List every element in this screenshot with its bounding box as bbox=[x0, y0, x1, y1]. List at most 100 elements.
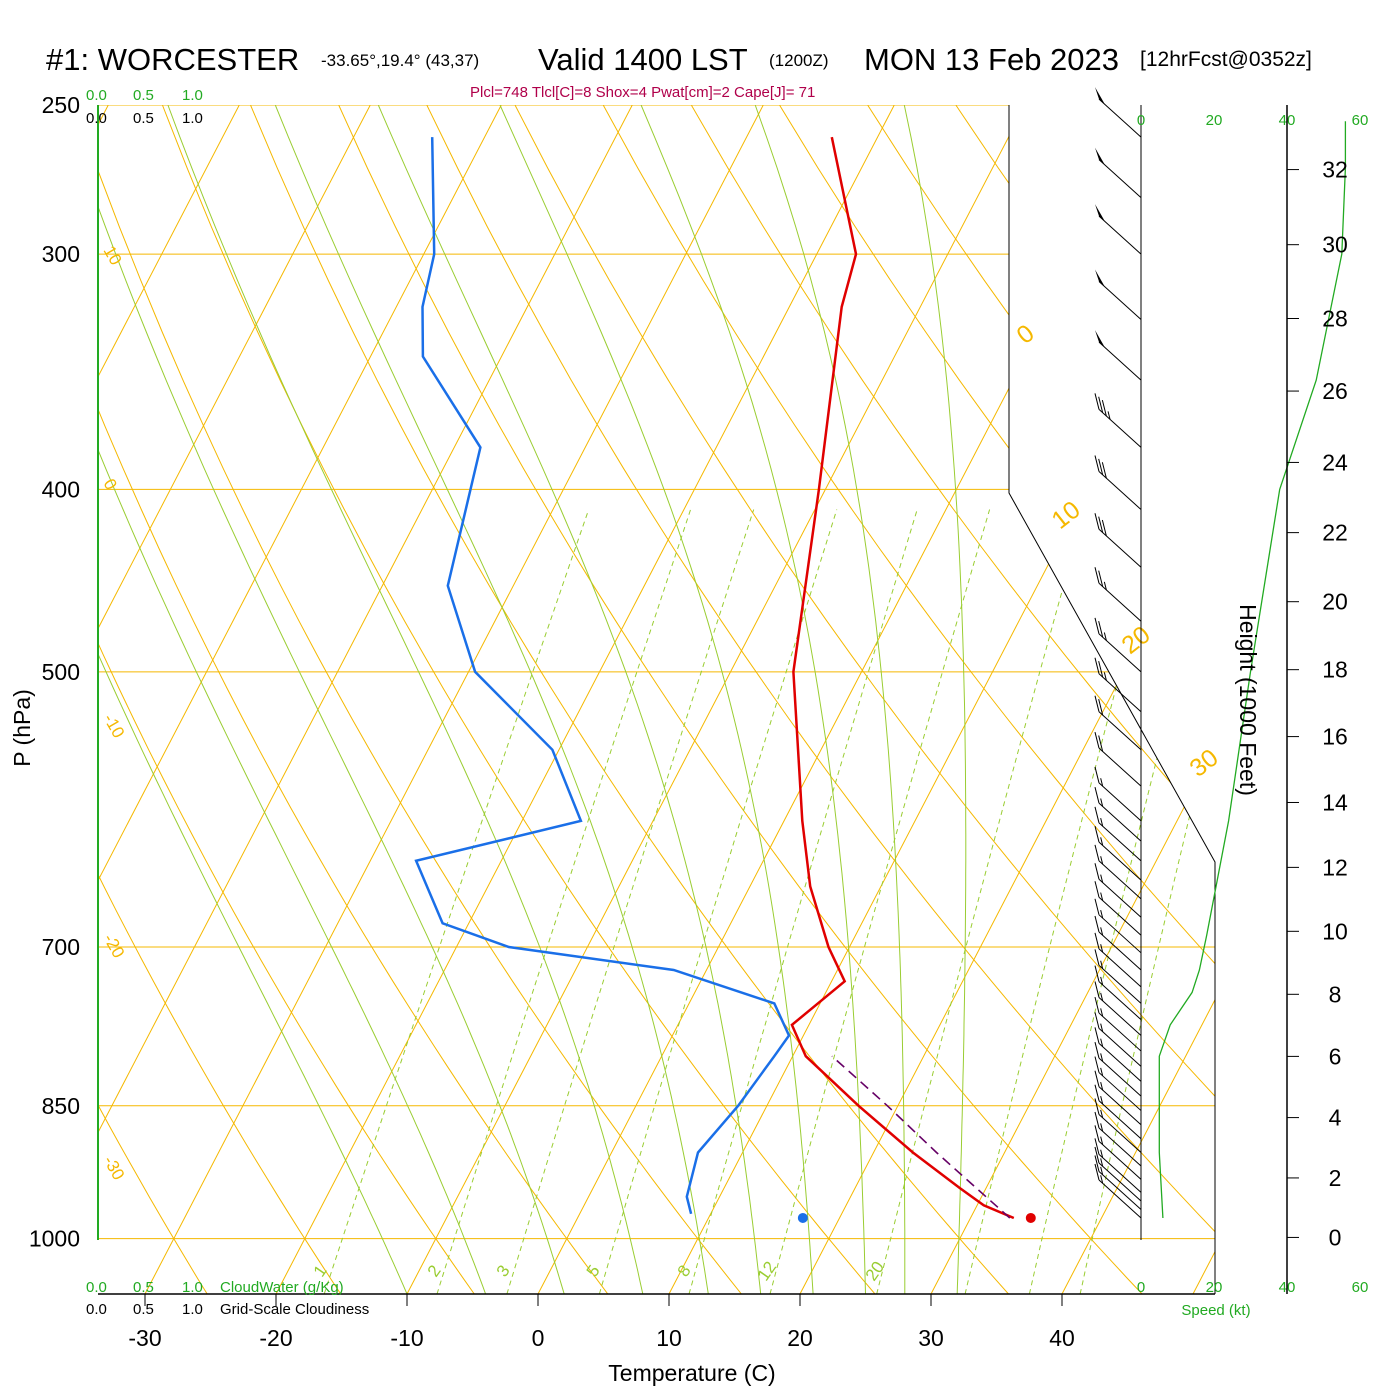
wind-barb-staff bbox=[1098, 948, 1142, 988]
wind-barb-half-flag bbox=[1100, 1038, 1104, 1047]
wind-barb bbox=[1094, 1012, 1142, 1067]
dry-adiabat-line bbox=[779, 105, 1215, 1294]
wind-barb-flag bbox=[1094, 1027, 1100, 1044]
wind-barb-flag bbox=[1094, 513, 1100, 530]
wind-barb-half-flag bbox=[1100, 778, 1104, 787]
cloud-scale-bottom-black: 0.0 bbox=[86, 1301, 107, 1318]
wind-barb bbox=[1094, 1070, 1142, 1126]
height-tick-label: 20 bbox=[1322, 589, 1348, 615]
dry-adiabat-line bbox=[98, 105, 609, 1294]
height-tick-label: 32 bbox=[1322, 157, 1348, 183]
moist-adiabat-line bbox=[377, 105, 762, 1294]
wind-barb bbox=[1094, 825, 1142, 881]
isotherm-label: -20 bbox=[100, 931, 129, 962]
isotherm-label: 20 bbox=[1116, 621, 1155, 660]
wind-barb-flag bbox=[1094, 455, 1100, 472]
wind-barb-staff bbox=[1098, 878, 1142, 918]
dewpoint-profile bbox=[414, 137, 791, 1215]
isotherm-label: 10 bbox=[100, 243, 126, 269]
dry-adiabat-line bbox=[338, 105, 1143, 1294]
moist-adiabat-line bbox=[499, 105, 814, 1294]
height-tick-label: 12 bbox=[1322, 854, 1348, 880]
surface-temperature-marker bbox=[1025, 1212, 1036, 1223]
isotherm-line bbox=[1192, 105, 1215, 1294]
wind-barb bbox=[1095, 204, 1142, 255]
plot-boundary bbox=[1008, 105, 1216, 1294]
wind-barb-flag bbox=[1098, 698, 1104, 716]
wind-barb-flag bbox=[1098, 396, 1104, 413]
dry-adiabat-line bbox=[426, 105, 1215, 1294]
wind-barb-half-flag bbox=[1107, 411, 1111, 420]
wind-barb-pennant bbox=[1095, 87, 1105, 105]
wind-barb-flag bbox=[1101, 399, 1107, 417]
dry-adiabat-line bbox=[602, 105, 1215, 1294]
wind-barb-flag bbox=[1094, 881, 1100, 898]
wind-barb-half-flag bbox=[1100, 976, 1104, 986]
wind-barb-half-flag bbox=[1100, 960, 1104, 969]
mixing-ratio-line bbox=[769, 509, 991, 1294]
wind-barb-half-flag bbox=[1100, 856, 1104, 865]
wind-barb-staff bbox=[1098, 1086, 1142, 1126]
wind-barb-half-flag bbox=[1100, 837, 1104, 846]
mixing-ratio-line bbox=[598, 509, 838, 1294]
wind-barb bbox=[1094, 981, 1142, 1036]
utc-time: (1200Z) bbox=[769, 51, 829, 70]
wind-barb-half-flag bbox=[1103, 672, 1107, 681]
isotherm-label: -10 bbox=[100, 711, 129, 742]
wind-barb-flag bbox=[1094, 617, 1100, 634]
isotherm-line bbox=[668, 105, 1215, 1294]
height-tick-label: 28 bbox=[1322, 305, 1348, 331]
x-tick-label: 10 bbox=[656, 1325, 682, 1351]
wind-barb bbox=[1094, 657, 1142, 713]
wind-barb-half-flag bbox=[1100, 1136, 1104, 1145]
wind-barb-flag bbox=[1094, 915, 1100, 933]
wind-barb-half-flag bbox=[1100, 1081, 1104, 1091]
dry-adiabat-line bbox=[250, 105, 1009, 1294]
wind-barb bbox=[1094, 949, 1142, 1004]
temperature-profile bbox=[790, 136, 1015, 1220]
cloud-scale-bottom-green: 0.5 bbox=[133, 1279, 154, 1296]
dry-adiabat-line bbox=[98, 105, 475, 1294]
wind-barb-half-flag bbox=[1100, 1067, 1104, 1077]
wind-barb bbox=[1094, 1146, 1142, 1202]
wind-barb-flag bbox=[1094, 1056, 1100, 1073]
wind-barb-staff bbox=[1098, 1042, 1142, 1082]
valid-date: MON 13 Feb 2023 bbox=[864, 42, 1120, 77]
speed-axis-top-label: 20 bbox=[1206, 112, 1223, 129]
mixing-ratio-line bbox=[1079, 509, 1215, 1294]
wind-barb-flag bbox=[1094, 949, 1100, 966]
x-tick-label: -10 bbox=[390, 1325, 423, 1351]
isotherm-line bbox=[406, 105, 1026, 1294]
moist-adiabat-line bbox=[98, 105, 565, 1294]
pressure-tick-label: 400 bbox=[42, 476, 80, 502]
pressure-tick-label: 250 bbox=[42, 92, 80, 118]
height-axis-label: Height (1000 Feet) bbox=[1235, 604, 1261, 796]
height-tick-label: 0 bbox=[1329, 1224, 1342, 1250]
wind-barb bbox=[1094, 1098, 1142, 1153]
wind-barb-staff bbox=[1098, 1154, 1142, 1193]
cloud-scale-top-black: 0.5 bbox=[133, 110, 154, 127]
wind-barb-flag bbox=[1094, 1125, 1100, 1142]
moist-adiabat-line bbox=[98, 105, 487, 1294]
wind-barb-staff bbox=[1098, 896, 1142, 936]
wind-speed-profile bbox=[1158, 121, 1347, 1219]
forecast-info: [12hrFcst@0352z] bbox=[1140, 48, 1312, 71]
isotherm-line bbox=[98, 105, 371, 1294]
wind-barb bbox=[1094, 844, 1142, 900]
wind-barb-staff bbox=[1098, 471, 1142, 510]
height-tick-label: 14 bbox=[1322, 789, 1348, 815]
wind-barb-staff bbox=[1098, 1162, 1142, 1202]
wind-barb-flag bbox=[1094, 996, 1100, 1014]
wind-barb-staff bbox=[1098, 1114, 1142, 1153]
moist-adiabat-line bbox=[903, 105, 967, 1294]
wind-barb-staff bbox=[1098, 1179, 1142, 1219]
wind-barb-half-flag bbox=[1100, 944, 1104, 953]
wind-barb-flag bbox=[1098, 621, 1104, 638]
wind-barb-half-flag bbox=[1100, 992, 1104, 1001]
dry-adiabat-line bbox=[1397, 105, 1400, 1294]
wind-barb-staff bbox=[1098, 582, 1142, 622]
mixing-ratio-label: 1 bbox=[310, 1262, 331, 1281]
dry-adiabat-line bbox=[1308, 105, 1400, 1294]
cloud-scale-top-black: 0.0 bbox=[86, 110, 107, 127]
